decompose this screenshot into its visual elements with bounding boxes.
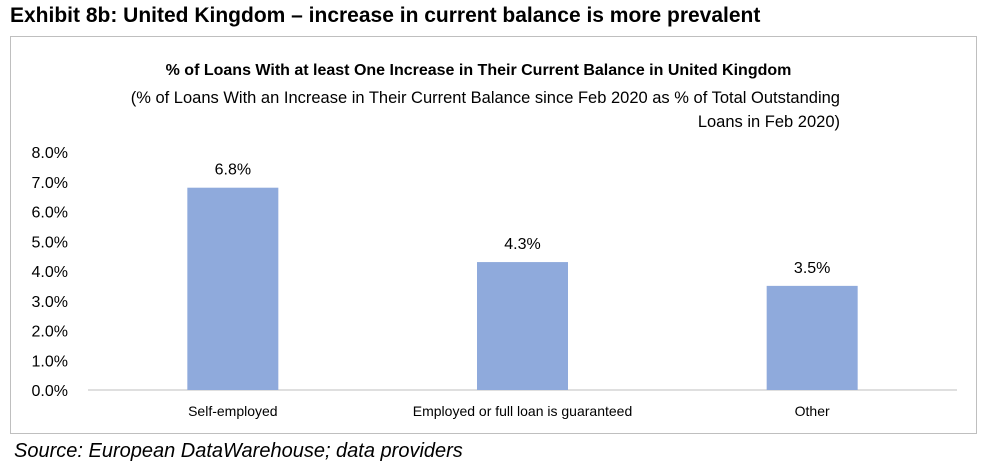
y-tick-label: 2.0% [32,324,68,341]
source-note: Source: European DataWarehouse; data pro… [14,440,463,462]
y-tick-label: 7.0% [32,175,68,192]
category-label: Employed or full loan is guaranteed [413,403,632,419]
chart-title: % of Loans With at least One Increase in… [165,62,792,79]
y-tick-label: 6.0% [32,205,68,222]
y-tick-label: 5.0% [32,234,68,251]
y-tick-label: 4.0% [32,264,68,281]
exhibit-title: Exhibit 8b: United Kingdom – increase in… [10,4,761,27]
y-tick-label: 1.0% [32,353,68,370]
data-label: 6.8% [215,162,251,179]
y-tick-label: 0.0% [32,383,68,400]
category-label: Self-employed [188,403,278,419]
category-label: Other [795,403,830,419]
y-tick-label: 3.0% [32,294,68,311]
bar [766,285,858,390]
bar [477,262,568,390]
y-tick-label: 8.0% [32,145,68,162]
chart-subtitle: (% of Loans With an Increase in Their Cu… [130,89,840,131]
data-label: 3.5% [794,260,830,277]
bar [187,187,279,390]
data-label: 4.3% [504,236,540,253]
